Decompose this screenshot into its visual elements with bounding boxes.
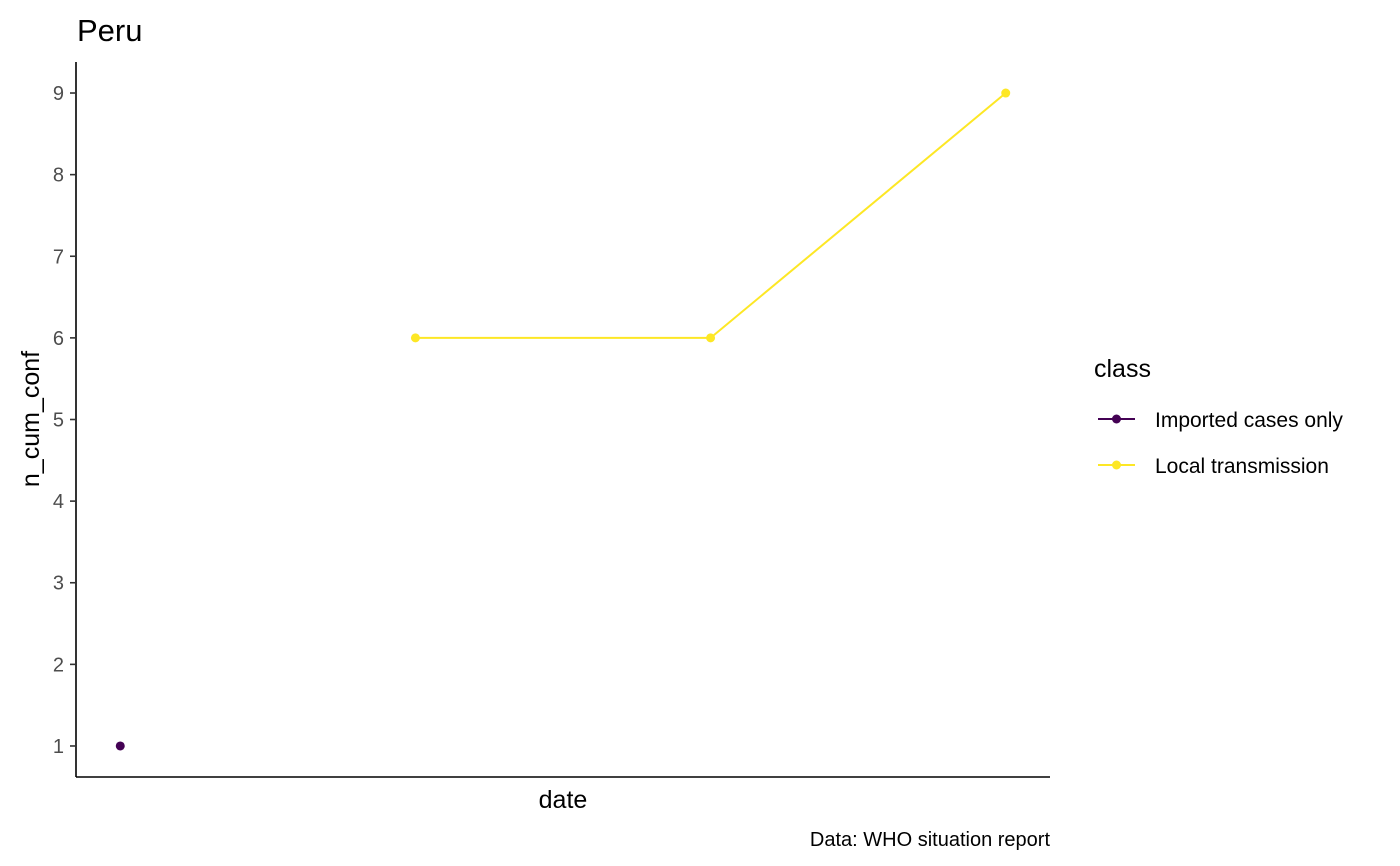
legend-title: class [1094, 355, 1151, 383]
y-axis-title: n_cum_conf [17, 351, 45, 487]
data-point-local-transmission [410, 333, 420, 343]
y-tick-label: 6 [53, 328, 64, 350]
legend-key-point [1112, 460, 1121, 470]
chart-caption: Data: WHO situation report [810, 829, 1051, 851]
y-tick-label: 9 [53, 83, 64, 105]
y-tick-label: 1 [53, 736, 64, 758]
legend-items: Imported cases only Local transmission [1098, 409, 1343, 478]
data-point-local-transmission [706, 333, 716, 343]
plot-area: 1 2 3 4 5 6 7 8 9 [53, 62, 1050, 778]
y-tick-label: 2 [53, 654, 64, 676]
data-point-local-transmission [1001, 88, 1011, 98]
data-point-imported-cases-only [115, 741, 125, 751]
series-layer [115, 88, 1011, 751]
x-axis-title: date [539, 786, 588, 814]
legend: class Imported cases only Local transmiss… [1094, 355, 1343, 478]
legend-label: Local transmission [1155, 455, 1329, 478]
y-tick-label: 4 [53, 491, 64, 513]
y-tick-label: 8 [53, 165, 64, 187]
legend-item-local-transmission: Local transmission [1098, 455, 1329, 478]
chart-title: Peru [77, 13, 142, 48]
legend-item-imported-cases-only: Imported cases only [1098, 409, 1343, 432]
y-tick-label: 7 [53, 246, 64, 268]
y-tick-label: 5 [53, 410, 64, 432]
series-line-local-transmission [415, 92, 1007, 339]
y-axis-ticks: 1 2 3 4 5 6 7 8 9 [53, 83, 76, 758]
legend-key-point [1112, 414, 1121, 424]
legend-label: Imported cases only [1155, 409, 1343, 432]
y-tick-label: 3 [53, 573, 64, 595]
